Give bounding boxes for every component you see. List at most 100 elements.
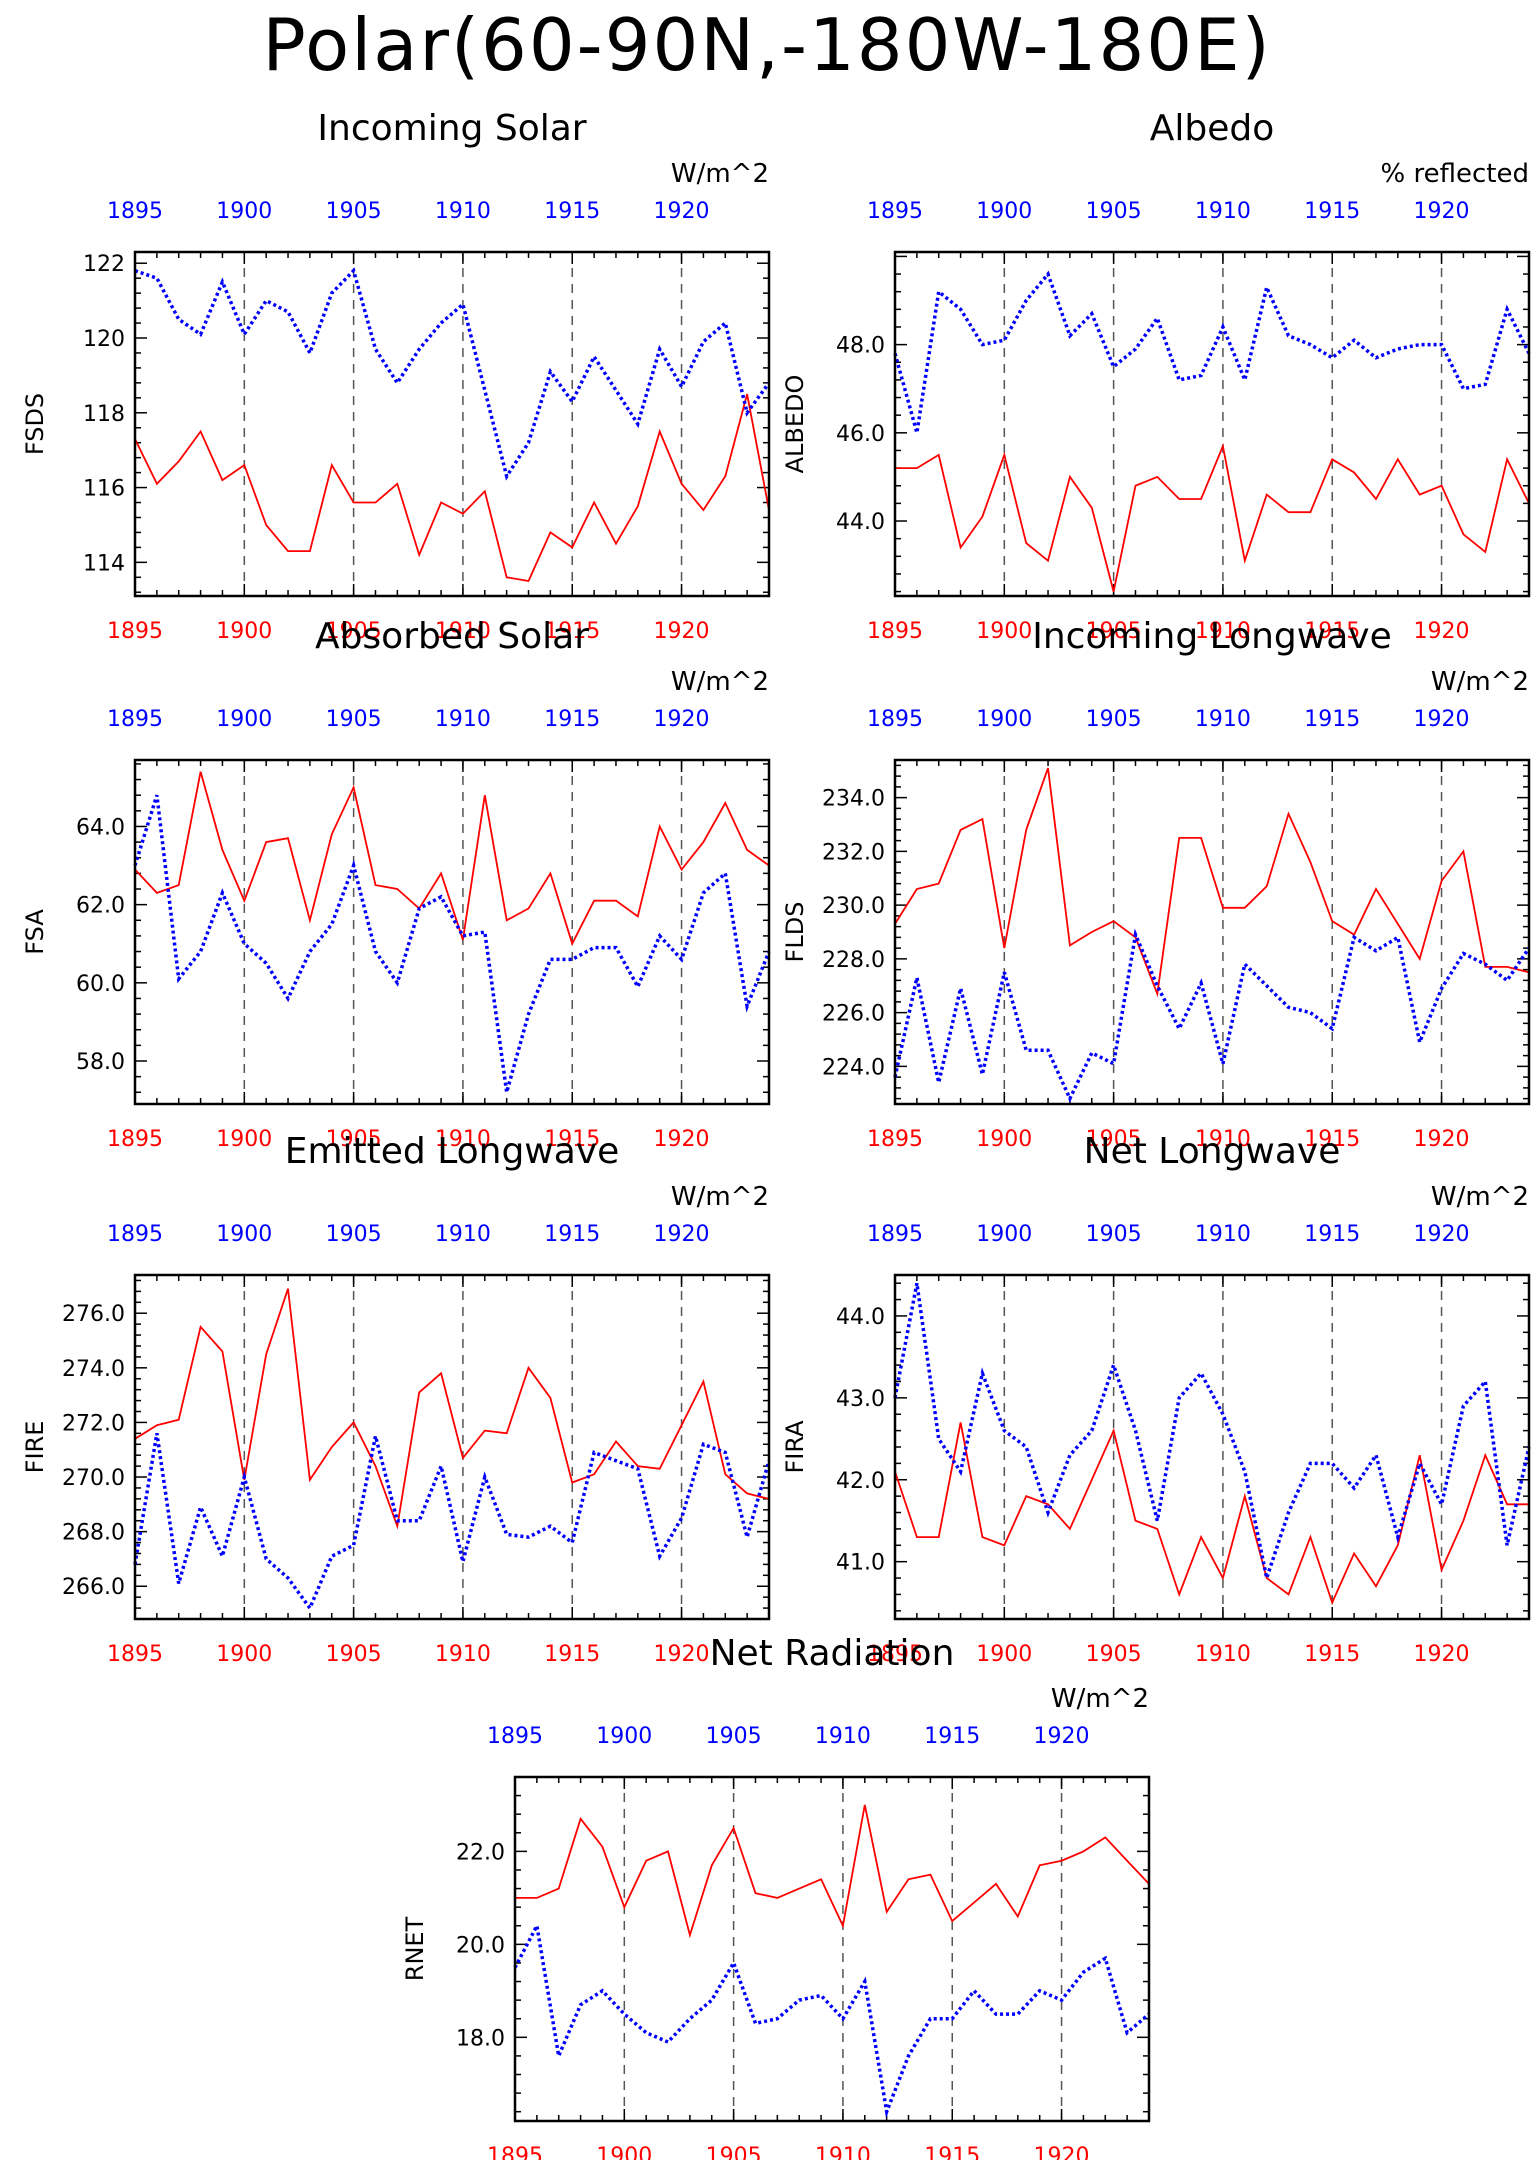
x-tick-label-bottom: 1915 xyxy=(1304,1127,1360,1152)
chart-2: Absorbed Solar W/m^2 58.0 60.0 62.0 64.0 1895 1… xyxy=(21,616,771,1152)
y-tick-label: 230.0 xyxy=(822,894,885,919)
x-tick-label-top: 1895 xyxy=(107,199,163,224)
y-tick-label: 276.0 xyxy=(62,1302,125,1327)
series-line-blue xyxy=(893,270,1531,434)
x-tick-label-bottom: 1895 xyxy=(867,1642,923,1667)
series-line-blue xyxy=(133,794,771,1093)
y-tick-label: 44.0 xyxy=(836,1305,885,1330)
plot-frame xyxy=(893,1273,1531,1621)
y-tick-label: 42.0 xyxy=(836,1469,885,1494)
y-tick-label: 22.0 xyxy=(456,1840,505,1865)
x-tick-label-bottom: 1900 xyxy=(216,1127,272,1152)
x-tick-label-bottom: 1895 xyxy=(107,1127,163,1152)
x-tick-label-bottom: 1920 xyxy=(654,619,710,644)
y-axis-label: FSDS xyxy=(21,393,49,455)
series-line-red xyxy=(134,1288,770,1530)
x-tick-label-top: 1915 xyxy=(1304,199,1360,224)
x-tick-label-bottom: 1905 xyxy=(326,619,382,644)
y-axis-label: FIRE xyxy=(21,1421,49,1474)
y-tick-label: 118 xyxy=(83,402,125,427)
series-line-red xyxy=(894,1422,1529,1606)
y-tick-label: 232.0 xyxy=(822,840,885,865)
plot-frame xyxy=(893,758,1531,1106)
x-tick-label-top: 1900 xyxy=(976,199,1032,224)
series-line-blue xyxy=(893,1282,1531,1585)
chart-1: Albedo % reflected 44.0 46.0 48.0 1895 1895 190… xyxy=(781,108,1531,644)
plot-frame xyxy=(133,250,771,598)
x-tick-label-top: 1920 xyxy=(1414,707,1470,732)
x-tick-label-bottom: 1920 xyxy=(1414,619,1470,644)
units-label: W/m^2 xyxy=(671,1182,769,1212)
x-tick-label-top: 1920 xyxy=(1034,1724,1090,1749)
x-tick-label-top: 1915 xyxy=(1304,1222,1360,1247)
units-label: W/m^2 xyxy=(1431,667,1529,697)
y-tick-label: 43.0 xyxy=(836,1387,885,1412)
x-tick-label-top: 1900 xyxy=(596,1724,652,1749)
x-tick-label-bottom: 1895 xyxy=(867,619,923,644)
x-tick-label-bottom: 1915 xyxy=(544,619,600,644)
y-tick-label: 234.0 xyxy=(822,787,885,812)
x-tick-label-top: 1905 xyxy=(1086,707,1142,732)
x-tick-label-bottom: 1910 xyxy=(1195,619,1251,644)
x-tick-label-top: 1905 xyxy=(326,707,382,732)
x-tick-label-top: 1905 xyxy=(1086,1222,1142,1247)
x-tick-label-bottom: 1895 xyxy=(107,1642,163,1667)
x-tick-label-bottom: 1900 xyxy=(216,619,272,644)
x-tick-label-top: 1910 xyxy=(815,1724,871,1749)
x-tick-label-bottom: 1900 xyxy=(976,619,1032,644)
x-tick-label-top: 1900 xyxy=(216,707,272,732)
x-tick-label-top: 1910 xyxy=(1195,1222,1251,1247)
y-tick-label: 62.0 xyxy=(76,894,125,919)
x-tick-label-top: 1905 xyxy=(1086,199,1142,224)
x-tick-label-top: 1895 xyxy=(487,1724,543,1749)
y-tick-label: 270.0 xyxy=(62,1466,125,1491)
x-tick-label-bottom: 1920 xyxy=(654,1127,710,1152)
x-tick-label-bottom: 1905 xyxy=(326,1127,382,1152)
units-label: W/m^2 xyxy=(671,667,769,697)
series-line-blue xyxy=(513,1920,1151,2119)
y-tick-label: 266.0 xyxy=(62,1575,125,1600)
x-tick-label-top: 1920 xyxy=(654,199,710,224)
chart-title: Emitted Longwave xyxy=(285,1131,620,1172)
chart-4: Emitted Longwave W/m^2 266.0 268.0 270.0 272.… xyxy=(21,1131,771,1667)
x-tick-label-top: 1895 xyxy=(867,199,923,224)
x-tick-label-top: 1905 xyxy=(326,1222,382,1247)
page-title: Polar(60-90N,-180W-180E) xyxy=(262,3,1272,87)
x-tick-label-bottom: 1910 xyxy=(815,2144,871,2160)
chart-6: Net Radiation W/m^2 18.0 20.0 22.0 1895 1895 19… xyxy=(401,1633,1151,2160)
series-line-blue xyxy=(133,1433,771,1612)
series-line-red xyxy=(515,1804,1150,1939)
y-tick-label: 120 xyxy=(83,327,125,352)
y-tick-label: 18.0 xyxy=(456,2026,505,2051)
x-tick-label-bottom: 1920 xyxy=(1414,1127,1470,1152)
y-axis-label: ALBEDO xyxy=(781,375,809,474)
y-axis-label: RNET xyxy=(401,1916,429,1981)
x-tick-label-top: 1900 xyxy=(976,707,1032,732)
x-tick-label-top: 1910 xyxy=(1195,707,1251,732)
plot-frame xyxy=(893,250,1531,598)
x-tick-label-top: 1920 xyxy=(654,1222,710,1247)
x-tick-label-top: 1915 xyxy=(1304,707,1360,732)
series-line-blue xyxy=(893,928,1531,1103)
chart-title: Incoming Longwave xyxy=(1032,616,1392,657)
x-tick-label-bottom: 1920 xyxy=(654,1642,710,1667)
x-tick-label-top: 1915 xyxy=(544,199,600,224)
chart-0: Incoming Solar W/m^2 114 116 118 120 122 1895 18… xyxy=(21,108,771,644)
series-line-red xyxy=(134,393,770,583)
x-tick-label-top: 1910 xyxy=(435,1222,491,1247)
y-tick-label: 272.0 xyxy=(62,1411,125,1436)
x-tick-label-top: 1900 xyxy=(216,199,272,224)
y-axis-label: FLDS xyxy=(781,902,809,963)
x-tick-label-bottom: 1905 xyxy=(706,2144,762,2160)
x-tick-label-bottom: 1910 xyxy=(435,619,491,644)
y-tick-label: 60.0 xyxy=(76,972,125,997)
x-tick-label-bottom: 1905 xyxy=(1086,619,1142,644)
x-tick-label-bottom: 1895 xyxy=(107,619,163,644)
x-tick-label-top: 1915 xyxy=(544,1222,600,1247)
plot-frame xyxy=(133,758,771,1106)
y-tick-label: 224.0 xyxy=(822,1055,885,1080)
y-tick-label: 122 xyxy=(83,252,125,277)
chart-title: Net Radiation xyxy=(710,1633,955,1674)
x-tick-label-top: 1905 xyxy=(326,199,382,224)
chart-title: Net Longwave xyxy=(1084,1131,1341,1172)
